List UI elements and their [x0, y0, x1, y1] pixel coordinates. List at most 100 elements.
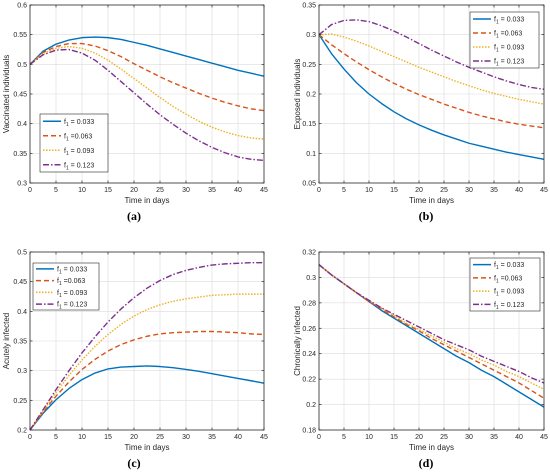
series-line-2	[29, 330, 265, 431]
x-tick-label: 45	[260, 187, 268, 194]
legend-label-sub: 1	[496, 278, 499, 284]
x-axis-label: Time in days	[409, 196, 454, 205]
x-tick-label: 5	[342, 434, 346, 441]
legend-label-f: f	[494, 275, 496, 282]
series-line-4	[29, 261, 264, 431]
series-group	[318, 19, 545, 160]
y-tick-label: 0.4	[17, 309, 27, 316]
legend-label-4: f1 = 0.123	[57, 302, 87, 311]
legend-label-2: f1 =0.063	[494, 275, 522, 284]
legend-box	[469, 11, 540, 69]
y-tick-label: 0.45	[13, 279, 27, 286]
legend-label-value: =0.063	[69, 133, 93, 140]
x-tick-label: 20	[130, 434, 138, 441]
x-tick-label: 45	[260, 434, 268, 441]
legend-label-f: f	[494, 59, 496, 66]
x-tick-label: 40	[515, 187, 523, 194]
x-tick-label: 15	[104, 434, 112, 441]
x-tick-label: 0	[317, 434, 321, 441]
legend-label-value: = 0.123	[499, 302, 525, 309]
legend-label-sub: 1	[496, 62, 499, 68]
legend-label-f: f	[64, 119, 66, 126]
y-tick-label: 0.45	[13, 92, 27, 99]
x-tick-label: 40	[234, 434, 242, 441]
panel-caption: (b)	[419, 209, 434, 223]
legend-label-1: f1 = 0.033	[494, 262, 524, 271]
legend-label-value: =0.063	[62, 278, 86, 285]
legend-label-2: f1 =0.063	[494, 31, 522, 40]
y-axis-label: Chronically infected	[293, 306, 302, 376]
y-tick-label: 0.15	[302, 121, 316, 128]
chart-panel-d: 0 5 10 15 20 25 30 35 40 45 0.18 0.2 0.22 0.24 0.26 0.2…	[293, 250, 548, 471]
y-tick-label: 0.55	[13, 32, 27, 39]
x-tick-label: 25	[156, 187, 164, 194]
legend-label-f: f	[57, 290, 59, 297]
y-tick-label: 0.2	[306, 402, 316, 409]
y-tick-label: 0.28	[302, 300, 316, 307]
legend-label-f: f	[57, 266, 59, 273]
y-tick-label: 0.35	[13, 339, 27, 346]
x-tick-label: 0	[317, 187, 321, 194]
y-tick-label: 0.32	[302, 250, 316, 257]
legend-label-1: f1 = 0.033	[494, 17, 524, 26]
x-tick-label: 35	[490, 187, 498, 194]
legend-label-f: f	[64, 148, 66, 155]
legend-label-value: = 0.033	[69, 119, 95, 126]
x-tick-label: 15	[390, 434, 398, 441]
x-tick-label: 10	[365, 187, 373, 194]
y-tick-label: 0.25	[302, 62, 316, 69]
series-line-4	[318, 264, 545, 384]
legend-label-3: f1 = 0.093	[494, 289, 524, 298]
gridlines	[30, 252, 264, 430]
x-axis-label: Time in days	[124, 196, 169, 205]
legend-label-sub: 1	[66, 136, 69, 142]
y-axis-label: Exposed individuals	[293, 59, 302, 130]
x-tick-label: 15	[390, 187, 398, 194]
x-tick-label: 5	[54, 187, 58, 194]
legend-label-1: f1 = 0.033	[57, 266, 87, 275]
y-tick-label: 0.4	[17, 121, 27, 128]
x-tick-label: 0	[28, 187, 32, 194]
y-tick-label: 0.2	[306, 92, 316, 99]
series-line-1	[318, 34, 545, 160]
series-line-3	[29, 293, 264, 431]
legend-label-f: f	[494, 17, 496, 24]
series-line-4	[318, 19, 545, 90]
legend-label-4: f1 = 0.123	[494, 302, 524, 311]
x-tick-label: 10	[78, 187, 86, 194]
x-tick-label: 45	[540, 187, 548, 194]
y-tick-label: 0.24	[302, 351, 316, 358]
legend-label-f: f	[64, 162, 66, 169]
x-tick-label: 30	[182, 187, 190, 194]
x-tick-label: 20	[130, 187, 138, 194]
y-tick-label: 0.5	[17, 250, 27, 257]
legend-label-3: f1 = 0.093	[57, 290, 87, 299]
chart-panel-c: 0 5 10 15 20 25 30 35 40 45 0.2 0.25 0.3 0.35 0.4 0.45 0…	[2, 250, 268, 471]
x-tick-label: 30	[182, 434, 190, 441]
series-group	[29, 261, 265, 431]
legend-label-value: =0.063	[499, 275, 523, 282]
series-group	[29, 36, 265, 162]
legend-label-sub: 1	[496, 20, 499, 26]
y-axis-label: Vaccinated individuals	[2, 55, 11, 134]
x-tick-label: 40	[234, 187, 242, 194]
legend-label-4: f1 = 0.123	[494, 59, 524, 68]
legend-label-sub: 1	[59, 281, 62, 287]
x-tick-label: 30	[465, 187, 473, 194]
y-axis-label: Acutely infected	[2, 313, 11, 369]
legend-label-f: f	[57, 278, 59, 285]
y-tick-label: 0.6	[17, 3, 27, 10]
legend-label-2: f1 =0.063	[64, 133, 92, 142]
y-tick-label: 0.18	[302, 428, 316, 435]
chart-panel-b: 0 5 10 15 20 25 30 35 40 45 0.05 0.1 0.15 0.2 0.25 0.3 0…	[293, 3, 548, 224]
x-tick-label: 10	[365, 434, 373, 441]
y-tick-label: 0.3	[306, 275, 316, 282]
legend-label-f: f	[494, 262, 496, 269]
x-tick-label: 5	[54, 434, 58, 441]
y-tick-label: 0.3	[306, 32, 316, 39]
panel-caption: (d)	[419, 456, 434, 470]
legend-box	[469, 257, 541, 312]
